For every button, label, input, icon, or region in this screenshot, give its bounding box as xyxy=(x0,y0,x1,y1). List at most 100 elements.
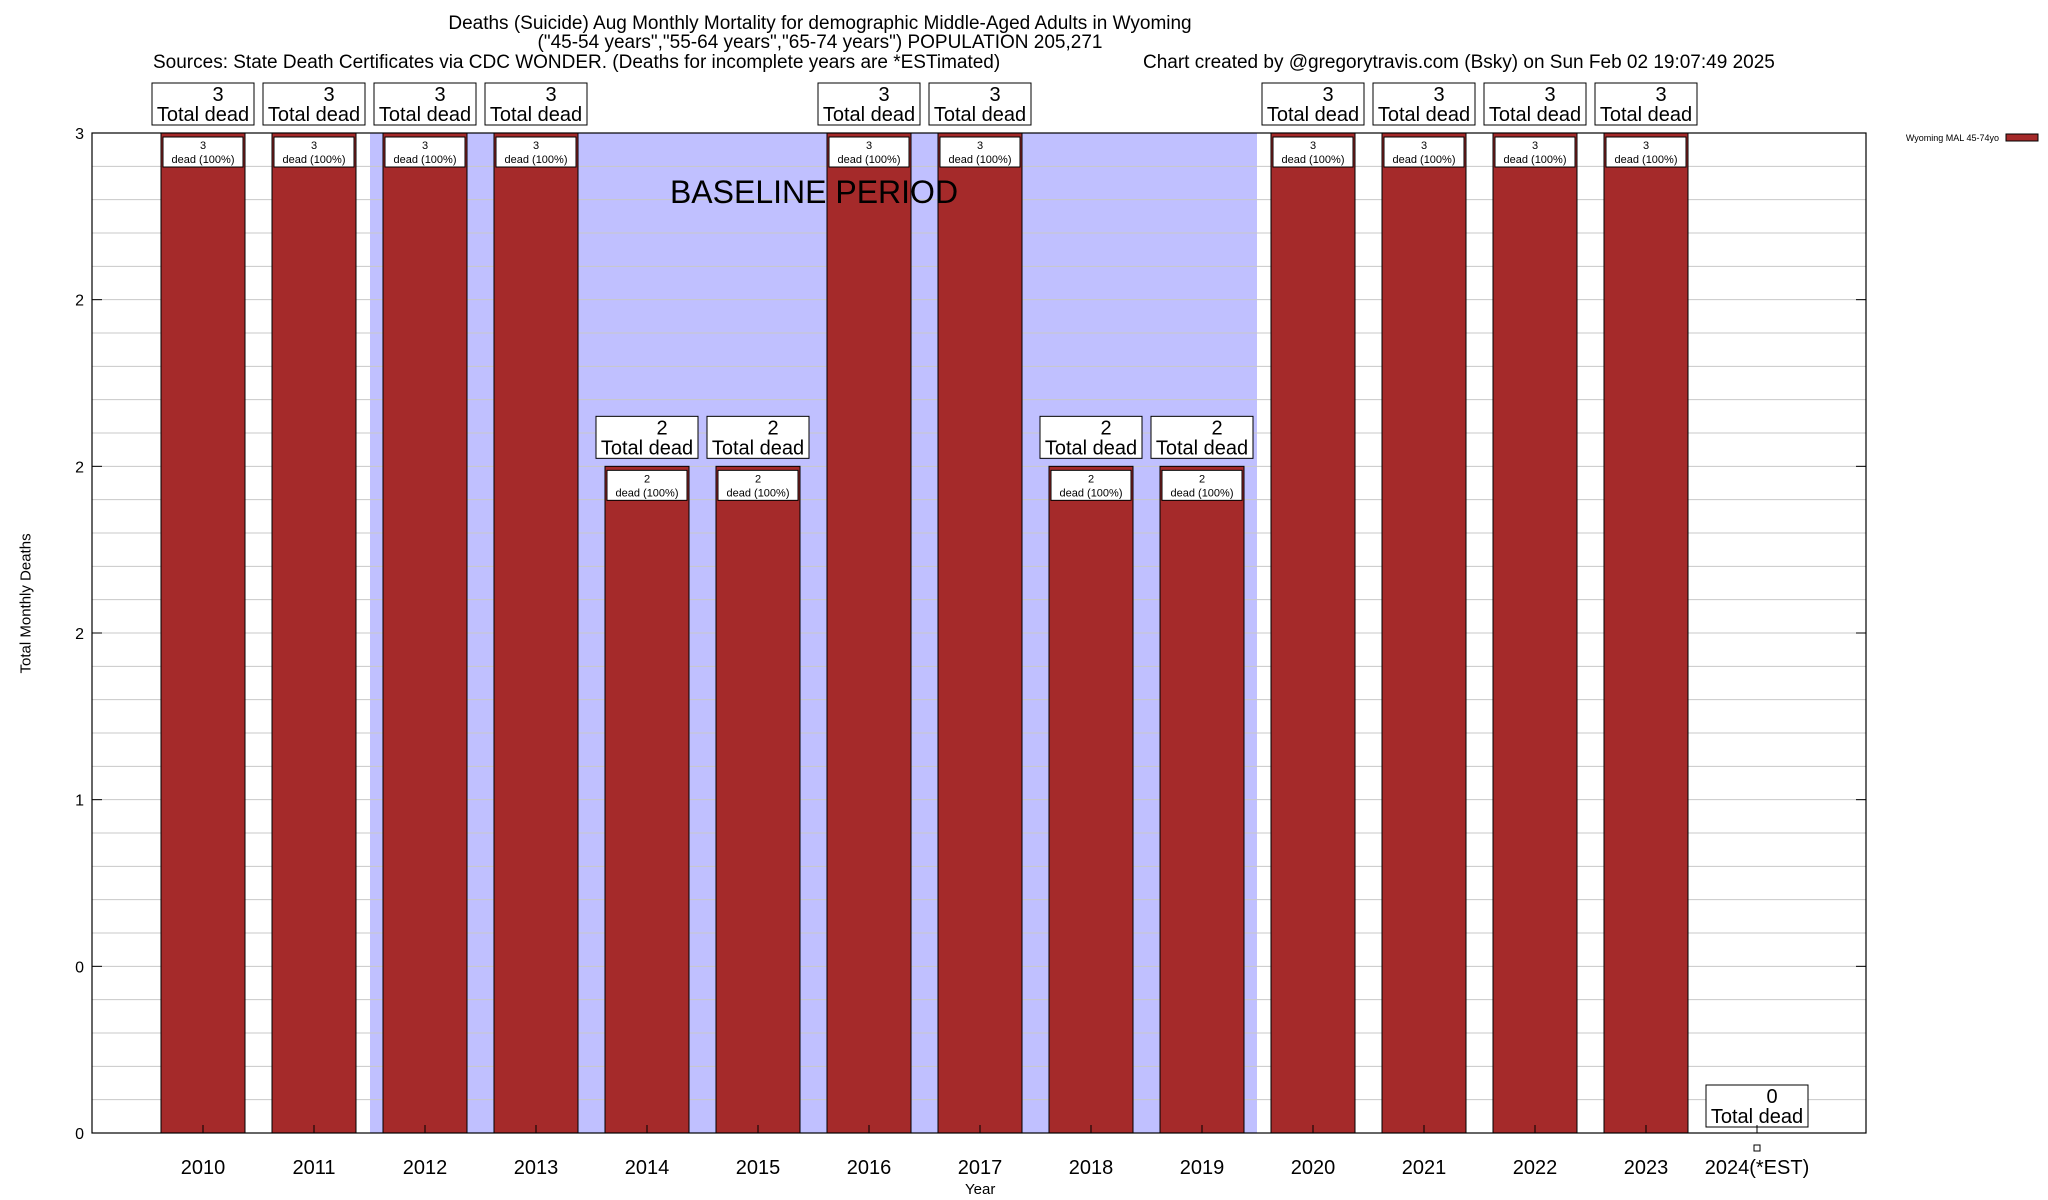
inner-label-value: 3 xyxy=(1421,140,1427,152)
top-label-value: 3 xyxy=(878,84,889,106)
inner-label-box xyxy=(1050,469,1132,501)
credit-note: Chart created by @gregorytravis.com (Bsk… xyxy=(1143,52,1775,73)
top-label-box xyxy=(1483,82,1587,126)
top-label-value: 2 xyxy=(767,417,778,439)
inner-label-box xyxy=(606,469,688,501)
top-label-value: 2 xyxy=(1211,417,1222,439)
bar xyxy=(160,132,246,1134)
y-tick-label: 3 xyxy=(75,126,84,143)
top-label-value: 3 xyxy=(434,84,445,106)
top-label-box xyxy=(262,82,366,126)
x-tick-label: 2012 xyxy=(403,1157,448,1179)
inner-label-box xyxy=(1605,136,1687,168)
legend-swatch xyxy=(2005,133,2039,142)
top-label-box xyxy=(706,415,810,459)
x-tick-label: 2023 xyxy=(1624,1157,1669,1179)
inner-label-text: dead (100%) xyxy=(283,154,346,166)
inner-label-box xyxy=(273,136,355,168)
y-tick-label: 2 xyxy=(75,459,84,476)
inner-label-box xyxy=(828,136,910,168)
x-tick-label: 2013 xyxy=(514,1157,559,1179)
inner-label-text: dead (100%) xyxy=(394,154,457,166)
y-tick-label: 0 xyxy=(75,1126,84,1143)
inner-label-value: 2 xyxy=(1088,473,1094,485)
x-tick-label: 2021 xyxy=(1402,1157,1447,1179)
inner-label-value: 3 xyxy=(311,140,317,152)
bar xyxy=(1381,132,1467,1134)
legend-label: Wyoming MAL 45-74yo xyxy=(1906,133,1999,143)
inner-label-box xyxy=(1161,469,1243,501)
inner-label-text: dead (100%) xyxy=(1171,487,1234,499)
inner-label-value: 3 xyxy=(1532,140,1538,152)
top-label-text: Total dead xyxy=(934,104,1026,126)
inner-label-text: dead (100%) xyxy=(838,154,901,166)
inner-label-box xyxy=(495,136,577,168)
x-tick-label: 2011 xyxy=(292,1157,335,1179)
y-tick-label: 2 xyxy=(75,626,84,643)
top-label-value: 3 xyxy=(212,84,223,106)
inner-label-box xyxy=(939,136,1021,168)
x-tick-label: 2020 xyxy=(1291,1157,1336,1179)
bar xyxy=(1048,465,1134,1134)
x-tick-label: 2015 xyxy=(736,1157,781,1179)
top-label-box xyxy=(151,82,255,126)
top-label-text: Total dead xyxy=(1711,1106,1803,1128)
y-tick-label: 2 xyxy=(75,293,84,310)
inner-label-value: 2 xyxy=(755,473,761,485)
top-label-box xyxy=(1705,1084,1809,1128)
top-label-value: 2 xyxy=(656,417,667,439)
bar xyxy=(493,132,579,1134)
top-label-box xyxy=(484,82,588,126)
inner-label-text: dead (100%) xyxy=(172,154,235,166)
bar xyxy=(1270,132,1356,1134)
inner-label-value: 3 xyxy=(977,140,983,152)
sources-note: Sources: State Death Certificates via CD… xyxy=(153,52,1001,73)
bar xyxy=(826,132,912,1134)
inner-label-text: dead (100%) xyxy=(1393,154,1456,166)
x-tick-label: 2016 xyxy=(847,1157,892,1179)
inner-label-text: dead (100%) xyxy=(1060,487,1123,499)
inner-label-text: dead (100%) xyxy=(1504,154,1567,166)
top-label-text: Total dead xyxy=(379,104,471,126)
bar xyxy=(1159,465,1245,1134)
top-label-text: Total dead xyxy=(601,437,693,459)
top-label-box xyxy=(1261,82,1365,126)
top-label-text: Total dead xyxy=(712,437,804,459)
bar xyxy=(604,465,690,1134)
bar xyxy=(937,132,1023,1134)
x-tick-label: 2017 xyxy=(958,1157,1003,1179)
x-tick-label: 2024(*EST) xyxy=(1705,1157,1810,1179)
inner-label-text: dead (100%) xyxy=(1615,154,1678,166)
top-label-value: 3 xyxy=(989,84,1000,106)
y-axis-label: Total Monthly Deaths xyxy=(17,533,35,674)
top-label-box xyxy=(373,82,477,126)
inner-label-box xyxy=(1383,136,1465,168)
x-tick-label: 2010 xyxy=(181,1157,226,1179)
bar xyxy=(382,132,468,1134)
top-label-box xyxy=(928,82,1032,126)
top-label-value: 3 xyxy=(1544,84,1555,106)
inner-label-text: dead (100%) xyxy=(616,487,679,499)
inner-label-box xyxy=(717,469,799,501)
top-label-text: Total dead xyxy=(1378,104,1470,126)
top-label-value: 2 xyxy=(1100,417,1111,439)
inner-label-value: 3 xyxy=(200,140,206,152)
bar xyxy=(1603,132,1689,1134)
bar xyxy=(271,132,357,1134)
inner-label-text: dead (100%) xyxy=(727,487,790,499)
inner-label-value: 3 xyxy=(866,140,872,152)
inner-label-value: 3 xyxy=(422,140,428,152)
top-label-text: Total dead xyxy=(490,104,582,126)
inner-label-text: dead (100%) xyxy=(949,154,1012,166)
inner-label-value: 3 xyxy=(1310,140,1316,152)
zero-marker xyxy=(1753,1144,1761,1152)
top-label-text: Total dead xyxy=(1489,104,1581,126)
inner-label-box xyxy=(162,136,244,168)
inner-label-box xyxy=(384,136,466,168)
top-label-text: Total dead xyxy=(1045,437,1137,459)
top-label-value: 0 xyxy=(1766,1086,1777,1108)
top-label-text: Total dead xyxy=(1600,104,1692,126)
inner-label-value: 2 xyxy=(1199,473,1205,485)
y-tick-label: 1 xyxy=(75,793,84,810)
